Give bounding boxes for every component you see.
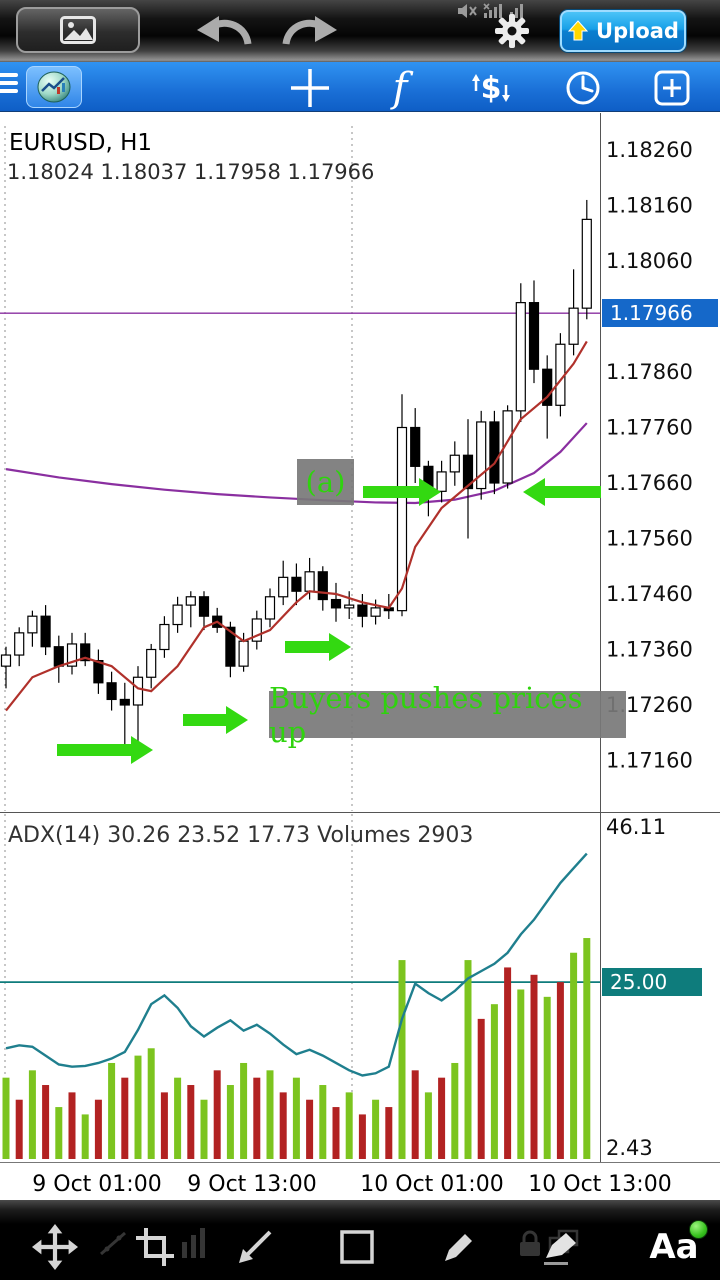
redo-button[interactable] bbox=[280, 12, 340, 54]
svg-text:1.18260: 1.18260 bbox=[606, 138, 693, 162]
annotation-a-label[interactable]: (a) bbox=[297, 459, 354, 505]
trendline-ghost-icon bbox=[96, 1226, 130, 1264]
menu-button[interactable] bbox=[0, 73, 24, 101]
timeframe-clock-button[interactable] bbox=[561, 66, 605, 110]
gear-icon bbox=[495, 14, 529, 48]
svg-text:1.17860: 1.17860 bbox=[606, 360, 693, 384]
pencil-tool-button[interactable] bbox=[430, 1218, 488, 1276]
gallery-button[interactable] bbox=[16, 7, 140, 53]
quote-ohlc-line: 1.18024 1.18037 1.17958 1.17966 bbox=[7, 160, 375, 184]
chart-toolbar bbox=[0, 62, 720, 112]
dollar-trade-icon: $ bbox=[472, 71, 510, 106]
mute-and-signal-icons bbox=[458, 3, 523, 18]
marker-icon bbox=[544, 1233, 576, 1265]
crop-tool-button[interactable] bbox=[126, 1218, 184, 1276]
crosshair-button[interactable] bbox=[288, 66, 332, 110]
current-price-badge: 1.17966 bbox=[602, 299, 718, 327]
app-logo-button[interactable] bbox=[26, 66, 82, 108]
function-f-icon: f bbox=[392, 65, 408, 111]
add-plus-icon bbox=[654, 70, 690, 106]
move-tool-button[interactable] bbox=[26, 1218, 84, 1276]
dollar-glyph: $ bbox=[481, 71, 502, 106]
svg-text:2.43: 2.43 bbox=[606, 1136, 653, 1160]
svg-text:46.11: 46.11 bbox=[606, 815, 666, 839]
add-window-button[interactable] bbox=[650, 66, 694, 110]
svg-text:1.18060: 1.18060 bbox=[606, 249, 693, 273]
svg-text:1.17760: 1.17760 bbox=[606, 416, 693, 440]
upload-arrow-icon bbox=[567, 20, 589, 41]
arrow-tool-icon bbox=[239, 1230, 272, 1263]
crop-icon bbox=[136, 1228, 174, 1266]
svg-text:1.17560: 1.17560 bbox=[606, 527, 693, 551]
upload-label: Upload bbox=[596, 19, 679, 43]
lock-ghost-icon bbox=[512, 1226, 548, 1264]
volume-bars-ghost-icon bbox=[178, 1226, 210, 1264]
pencil-icon bbox=[445, 1234, 472, 1261]
top-action-bar: Upload bbox=[0, 0, 720, 62]
redo-arrow-icon bbox=[282, 16, 337, 45]
symbol-title: EURUSD, H1 bbox=[9, 130, 153, 156]
status-icons bbox=[458, 2, 528, 24]
rectangle-icon bbox=[340, 1230, 374, 1264]
move-icon bbox=[32, 1224, 78, 1270]
svg-text:10 Oct 13:00: 10 Oct 13:00 bbox=[528, 1172, 671, 1197]
new-order-button[interactable]: $ bbox=[469, 66, 513, 110]
metatrader-logo-icon bbox=[37, 71, 71, 103]
active-color-dot bbox=[689, 1220, 708, 1239]
settings-gear-button[interactable] bbox=[492, 11, 532, 55]
undo-arrow-icon bbox=[197, 16, 252, 45]
arrow-tool-button[interactable] bbox=[226, 1218, 284, 1276]
drawing-toolbar: Aa bbox=[0, 1200, 720, 1280]
indicators-button[interactable]: f bbox=[378, 66, 422, 110]
crosshair-icon bbox=[291, 69, 329, 107]
upload-button[interactable]: Upload bbox=[560, 10, 686, 52]
svg-text:1.17160: 1.17160 bbox=[606, 749, 693, 773]
svg-text:9 Oct 01:00: 9 Oct 01:00 bbox=[32, 1172, 161, 1197]
svg-text:1.17660: 1.17660 bbox=[606, 471, 693, 495]
svg-text:10 Oct 01:00: 10 Oct 01:00 bbox=[360, 1172, 503, 1197]
rectangle-tool-button[interactable] bbox=[328, 1218, 386, 1276]
indicator-level-badge: 25.00 bbox=[602, 968, 702, 996]
annotation-buyers-text[interactable]: Buyers pushes prices up bbox=[269, 681, 626, 749]
clock-icon bbox=[566, 71, 600, 105]
undo-button[interactable] bbox=[194, 12, 254, 54]
svg-text:1.18160: 1.18160 bbox=[606, 194, 693, 218]
text-tool-button[interactable]: Aa bbox=[636, 1218, 712, 1276]
svg-text:1.17460: 1.17460 bbox=[606, 582, 693, 606]
marker-tool-button[interactable] bbox=[532, 1218, 590, 1276]
svg-text:9 Oct 13:00: 9 Oct 13:00 bbox=[187, 1172, 316, 1197]
indicator-label: ADX(14) 30.26 23.52 17.73 Volumes 2903 bbox=[8, 823, 474, 848]
image-icon bbox=[60, 16, 96, 44]
svg-text:1.17360: 1.17360 bbox=[606, 638, 693, 662]
